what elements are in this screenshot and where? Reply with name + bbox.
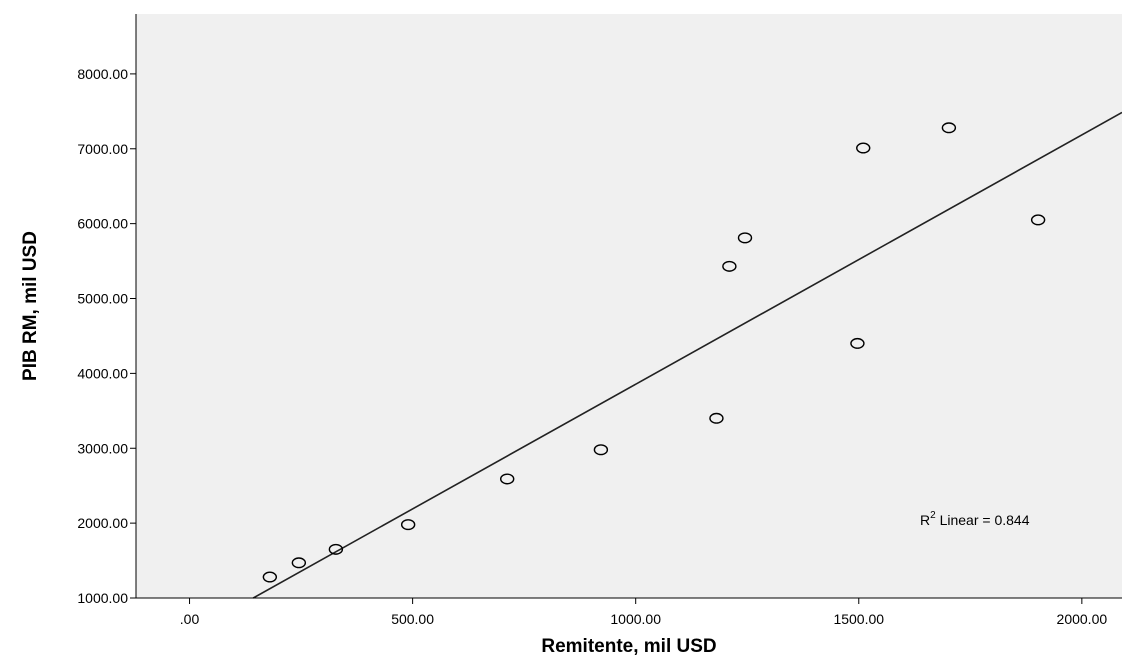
data-point	[500, 473, 515, 485]
data-point	[291, 557, 307, 569]
data-point	[1030, 214, 1046, 226]
y-tick-label: 7000.00	[77, 141, 128, 157]
r2-annotation: R2 Linear = 0.844	[920, 510, 1030, 528]
data-point	[400, 519, 416, 531]
y-tick-label: 3000.00	[77, 440, 128, 456]
y-tick-label: 4000.00	[77, 365, 128, 381]
data-point	[593, 444, 609, 456]
x-tick-label: 1000.00	[610, 611, 661, 627]
data-point	[262, 571, 278, 583]
y-tick-label: 1000.00	[77, 590, 128, 606]
x-tick-label: 1500.00	[833, 611, 884, 627]
data-point	[722, 260, 737, 272]
x-tick-label: 500.00	[391, 611, 434, 627]
r2-prefix: R	[920, 512, 930, 528]
data-point	[850, 337, 865, 349]
x-axis-title: Remitente, mil USD	[541, 636, 716, 657]
data-point	[737, 232, 753, 244]
y-tick-label: 2000.00	[77, 515, 128, 531]
plot-background	[136, 14, 1122, 598]
data-point	[328, 543, 344, 555]
y-tick-label: 5000.00	[77, 291, 128, 307]
x-tick-label: .00	[180, 611, 200, 627]
data-point	[709, 412, 724, 424]
data-point	[941, 122, 957, 134]
y-tick-label: 8000.00	[77, 66, 128, 82]
y-tick-label: 6000.00	[77, 216, 128, 232]
r2-superscript: 2	[930, 510, 936, 521]
fit-line	[252, 111, 1122, 599]
r2-value: Linear = 0.844	[936, 512, 1030, 528]
data-point	[856, 142, 871, 154]
x-tick-label: 2000.00	[1057, 611, 1108, 627]
y-axis-title: PIB RM, mil USD	[20, 231, 41, 381]
